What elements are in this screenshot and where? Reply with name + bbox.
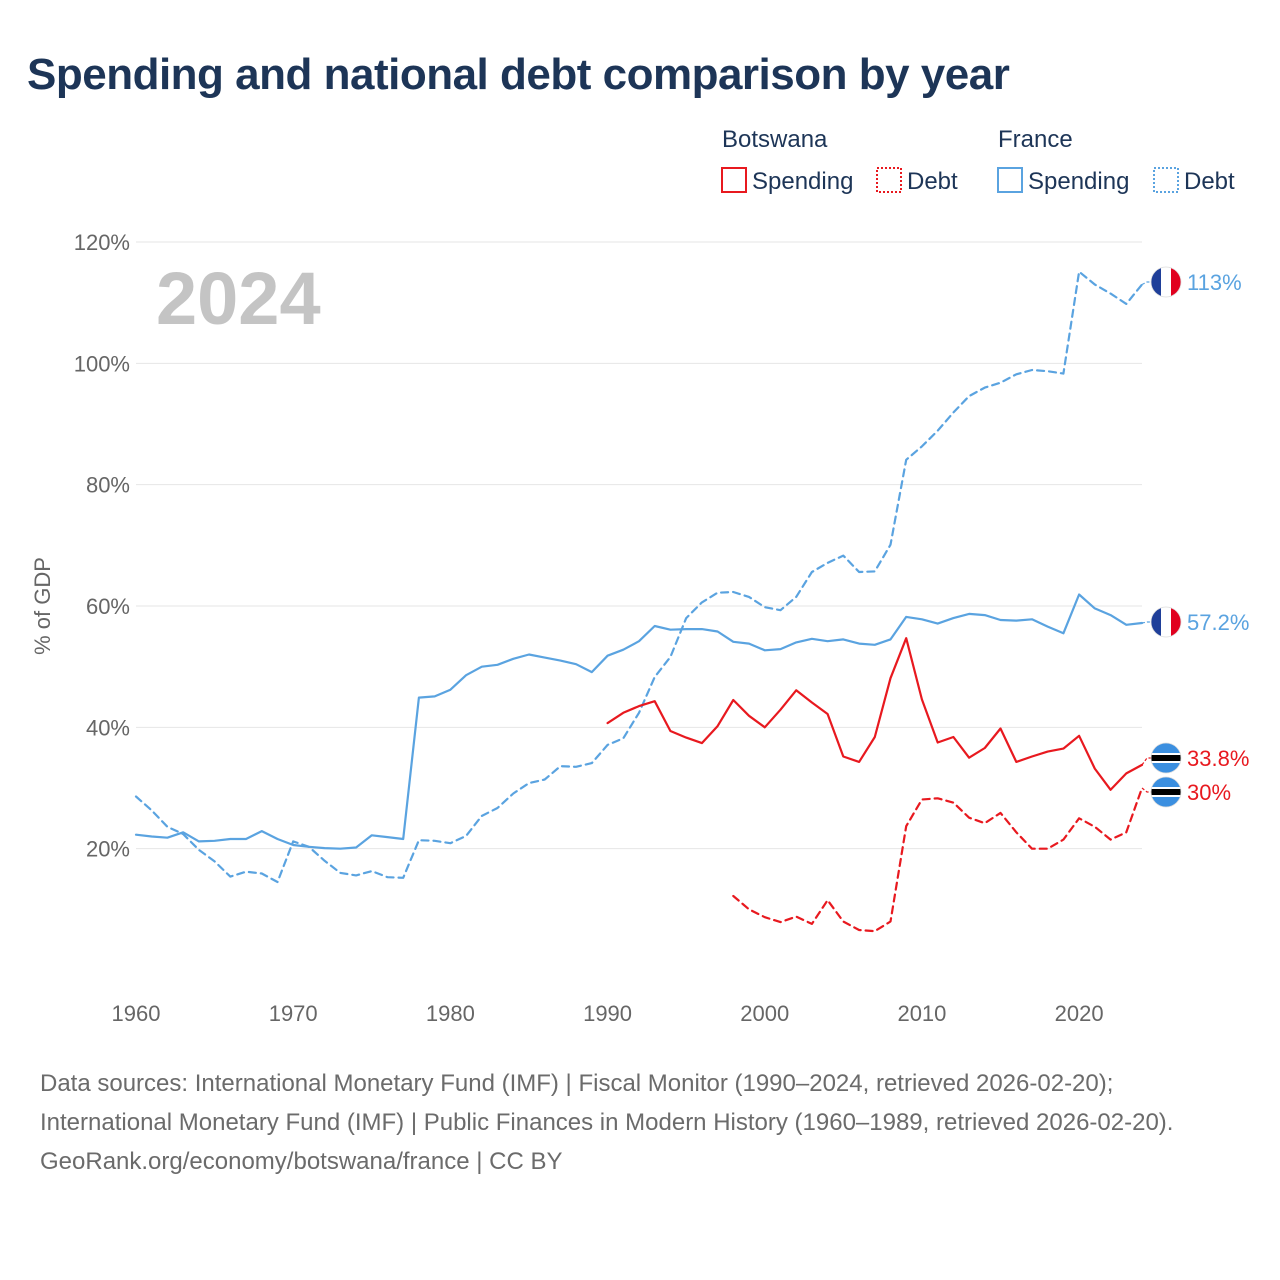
legend-item-botswana-spending[interactable]: Spending [721, 167, 853, 195]
x-tick-label: 1990 [583, 1001, 632, 1026]
botswana-flag-icon [1150, 742, 1182, 774]
legend-swatch [997, 167, 1023, 193]
y-tick-label: 120% [74, 230, 130, 255]
legend-label: Debt [907, 168, 958, 195]
x-tick-label: 2010 [897, 1001, 946, 1026]
year-watermark: 2024 [156, 257, 321, 340]
x-tick-label: 1960 [112, 1001, 161, 1026]
x-tick-label: 2000 [740, 1001, 789, 1026]
legend-swatch [721, 167, 747, 193]
x-tick-label: 1980 [426, 1001, 475, 1026]
legend-swatch [876, 167, 902, 193]
end-labels: 113% 57.2% 33.8% 30% [1141, 266, 1249, 808]
series-line-botswana-spending[interactable] [606, 637, 1144, 791]
credit-line[interactable]: GeoRank.org/economy/botswana/france | CC… [40, 1148, 563, 1175]
legend-swatch [1153, 167, 1179, 193]
x-tick-label: 2020 [1055, 1001, 1104, 1026]
chart-title: Spending and national debt comparison by… [27, 50, 1010, 99]
end-label-france-debt: 113% [1187, 270, 1242, 295]
end-connector [1141, 621, 1151, 624]
botswana-flag-icon [1150, 776, 1182, 808]
series-line-france-spending[interactable] [134, 593, 1144, 850]
france-flag-icon [1150, 606, 1182, 638]
footer: Data sources: International Monetary Fun… [40, 1064, 1240, 1181]
data-sources: Data sources: International Monetary Fun… [40, 1070, 1174, 1136]
series-lines [134, 270, 1144, 933]
y-tick-label: 20% [86, 837, 130, 862]
series-line-france-debt[interactable] [134, 270, 1144, 884]
y-tick-label: 60% [86, 594, 130, 619]
x-axis-ticks: 1960 1970 1980 1990 2000 2010 2020 [112, 1001, 1104, 1026]
legend-label: Spending [752, 168, 853, 195]
legend-item-france-debt[interactable]: Debt [1153, 167, 1235, 195]
france-flag-icon [1150, 266, 1182, 298]
legend-label: Spending [1028, 168, 1129, 195]
series-line-botswana-debt[interactable] [732, 786, 1144, 933]
y-tick-label: 40% [86, 715, 130, 740]
end-connector [1141, 787, 1151, 793]
legend-item-botswana-debt[interactable]: Debt [876, 167, 958, 195]
y-axis-label: % of GDP [30, 557, 55, 655]
legend-item-france-spending[interactable]: Spending [997, 167, 1129, 195]
y-tick-label: 100% [74, 351, 130, 376]
legend-label: Debt [1184, 168, 1235, 195]
legend: Botswana France Spending Debt Spending D… [721, 126, 1235, 195]
end-connector [1141, 281, 1151, 286]
end-label-botswana-spending: 33.8% [1187, 746, 1249, 771]
x-tick-label: 1970 [269, 1001, 318, 1026]
y-axis-ticks: 20% 40% 60% 80% 100% 120% [74, 230, 130, 862]
grid-lines [136, 241, 1142, 850]
end-connector [1141, 757, 1151, 766]
legend-botswana-title: Botswana [722, 126, 828, 153]
end-label-botswana-debt: 30% [1187, 780, 1231, 805]
end-label-france-spending: 57.2% [1187, 610, 1249, 635]
legend-france-title: France [998, 126, 1073, 153]
y-tick-label: 80% [86, 473, 130, 498]
